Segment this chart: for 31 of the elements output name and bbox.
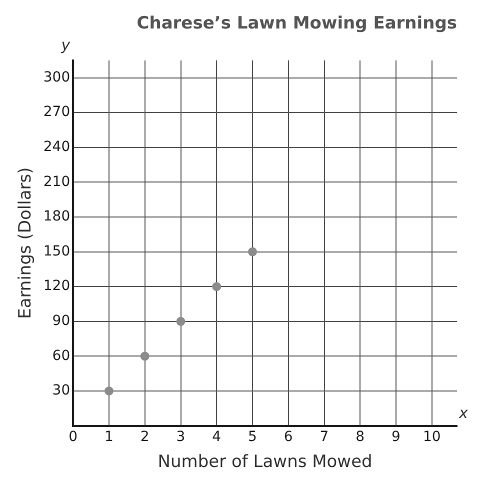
x-tick-label: 9 bbox=[392, 428, 400, 445]
y-tick-label: 180 bbox=[43, 208, 70, 225]
point bbox=[248, 247, 258, 256]
y-tick-label: 300 bbox=[43, 69, 70, 86]
y-tick-label: 90 bbox=[52, 313, 70, 330]
x-tick-label: 5 bbox=[248, 428, 257, 445]
x-axis-title: Number of Lawns Mowed bbox=[158, 452, 372, 472]
x-tick-label: 8 bbox=[356, 428, 365, 445]
x-tick-label: 4 bbox=[212, 428, 222, 445]
y-tick-label: 120 bbox=[43, 278, 70, 294]
x-tick-label: 2 bbox=[140, 428, 150, 445]
y-tick-label: 270 bbox=[43, 104, 70, 120]
y-axis-title: Earnings (Dollars) bbox=[16, 167, 36, 319]
x-tick-label: 0 bbox=[68, 428, 78, 445]
text: y bbox=[60, 36, 72, 54]
x-tick-label: 3 bbox=[176, 428, 186, 445]
x-tick-label: 10 bbox=[422, 428, 441, 445]
point bbox=[176, 316, 186, 326]
point bbox=[140, 352, 150, 361]
x-tick-label: 6 bbox=[284, 428, 293, 445]
chart-title: Charese’s Lawn Mowing Earnings bbox=[136, 14, 457, 34]
y-tick-label: 150 bbox=[43, 243, 70, 260]
y-tick-label: 210 bbox=[43, 174, 70, 190]
y-tick-label: 30 bbox=[52, 382, 70, 399]
y-tick-label: 60 bbox=[52, 348, 70, 364]
y-tick-label: 240 bbox=[43, 139, 70, 156]
x-tick-label: 7 bbox=[320, 428, 329, 445]
point bbox=[212, 282, 222, 292]
x-tick-label: 1 bbox=[104, 428, 114, 445]
point bbox=[104, 386, 114, 396]
text: x bbox=[458, 404, 468, 422]
